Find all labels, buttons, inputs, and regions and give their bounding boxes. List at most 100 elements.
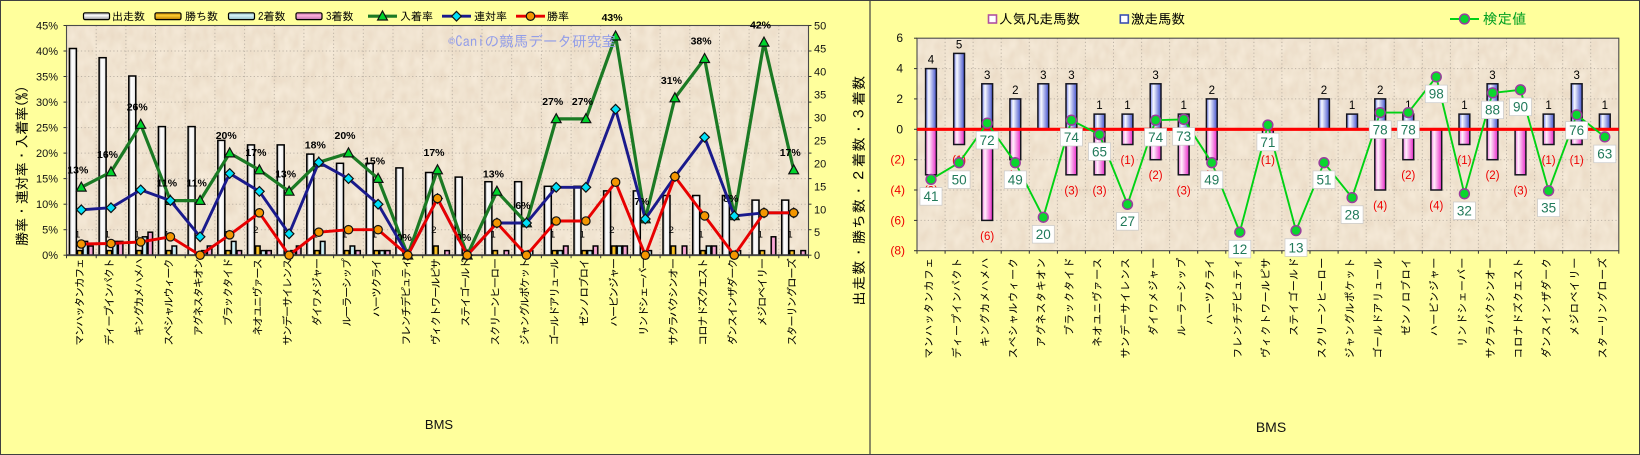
svg-text:35: 35 [1541,201,1556,216]
svg-text:5: 5 [814,227,820,239]
svg-text:74: 74 [1064,130,1080,145]
svg-text:74: 74 [1148,130,1164,145]
svg-text:63: 63 [1597,147,1612,162]
svg-text:1: 1 [1461,100,1467,112]
svg-text:41: 41 [923,189,938,204]
svg-text:17%: 17% [423,147,445,159]
svg-text:20%: 20% [334,130,356,142]
svg-text:2: 2 [1209,85,1215,97]
svg-text:40%: 40% [36,46,58,58]
svg-text:2: 2 [1377,85,1383,97]
svg-text:1: 1 [580,230,585,241]
svg-text:(3): (3) [1513,185,1527,197]
svg-text:1: 1 [1180,100,1186,112]
svg-text:71: 71 [1260,135,1275,150]
svg-text:5: 5 [956,39,962,51]
svg-text:15%: 15% [36,174,58,186]
svg-text:2: 2 [1012,85,1018,97]
svg-text:17%: 17% [780,147,802,159]
svg-text:1: 1 [1405,100,1411,112]
svg-text:51: 51 [1316,173,1331,188]
svg-text:27: 27 [1120,214,1135,229]
svg-text:3: 3 [1040,70,1046,82]
svg-text:(1): (1) [1261,155,1275,167]
svg-text:13%: 13% [67,164,89,176]
svg-text:98: 98 [1429,87,1444,102]
svg-text:(2): (2) [1149,170,1163,182]
svg-text:30%: 30% [36,97,58,109]
svg-text:0: 0 [896,122,903,136]
svg-text:(1): (1) [1120,155,1134,167]
svg-text:1: 1 [75,230,80,241]
svg-text:(2): (2) [1485,170,1499,182]
svg-text:3: 3 [984,70,990,82]
svg-text:50: 50 [814,21,826,33]
svg-text:6: 6 [896,31,903,45]
svg-text:(1): (1) [1457,155,1471,167]
svg-text:(1): (1) [1570,155,1584,167]
svg-text:1: 1 [342,230,347,241]
svg-text:(6): (6) [890,213,905,227]
svg-text:27%: 27% [572,96,594,108]
svg-text:20: 20 [814,158,826,170]
svg-text:30: 30 [814,112,826,124]
svg-text:1: 1 [1545,100,1551,112]
svg-text:17%: 17% [245,147,267,159]
svg-text:78: 78 [1373,122,1388,137]
svg-text:49: 49 [1204,173,1219,188]
svg-text:78: 78 [1401,122,1416,137]
svg-text:4: 4 [928,55,935,67]
svg-text:1: 1 [1349,100,1355,112]
svg-text:(6): (6) [980,231,994,243]
svg-text:16%: 16% [97,149,119,161]
svg-text:4: 4 [896,62,903,76]
svg-text:1: 1 [1124,100,1130,112]
svg-text:35: 35 [814,89,826,101]
svg-text:26%: 26% [127,102,149,114]
svg-text:13%: 13% [275,168,297,180]
svg-text:1: 1 [134,230,139,241]
svg-text:20: 20 [1036,227,1051,242]
svg-text:(8): (8) [890,244,905,258]
svg-text:25: 25 [814,135,826,147]
svg-text:42%: 42% [750,19,772,31]
svg-text:35%: 35% [36,72,58,84]
svg-text:3: 3 [1152,70,1158,82]
svg-text:45%: 45% [36,21,58,33]
svg-text:1: 1 [491,230,496,241]
svg-text:(2): (2) [1401,170,1415,182]
svg-text:49: 49 [1008,173,1023,188]
svg-text:5%: 5% [42,225,58,237]
svg-text:76: 76 [1569,123,1584,138]
svg-text:0: 0 [814,250,820,262]
svg-text:(3): (3) [1064,185,1078,197]
svg-text:20%: 20% [216,130,238,142]
svg-text:72: 72 [980,133,995,148]
svg-text:45: 45 [814,44,826,56]
svg-text:BMS: BMS [425,417,454,432]
svg-text:1: 1 [758,230,763,241]
svg-text:27%: 27% [542,96,564,108]
svg-text:2: 2 [609,225,614,236]
svg-text:13: 13 [1288,240,1303,255]
svg-text:13%: 13% [483,168,505,180]
svg-text:25%: 25% [36,123,58,135]
svg-text:(3): (3) [1092,185,1106,197]
svg-text:2: 2 [896,92,903,106]
svg-text:20%: 20% [36,148,58,160]
svg-text:88: 88 [1485,103,1500,118]
svg-text:1: 1 [550,230,555,241]
svg-text:2: 2 [431,225,436,236]
svg-text:1: 1 [698,230,703,241]
svg-text:15: 15 [814,181,826,193]
svg-text:10: 10 [814,204,826,216]
svg-text:(2): (2) [890,153,905,167]
svg-text:(4): (4) [1373,201,1387,213]
svg-text:2: 2 [669,225,674,236]
svg-text:1: 1 [372,230,377,241]
svg-text:3: 3 [1489,70,1495,82]
svg-text:6%: 6% [515,200,531,212]
svg-text:2: 2 [253,225,258,236]
svg-text:BMS: BMS [1256,419,1286,435]
svg-text:11%: 11% [157,178,178,190]
